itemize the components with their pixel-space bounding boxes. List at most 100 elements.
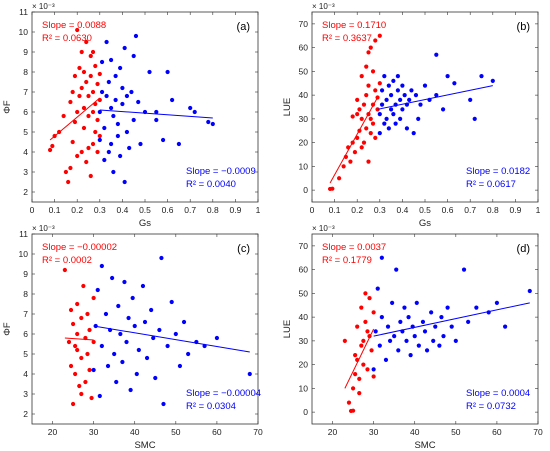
data-point xyxy=(170,97,175,103)
data-point xyxy=(474,305,479,310)
data-point xyxy=(97,71,102,77)
y-axis-exponent: × 10⁻³ xyxy=(312,224,335,233)
data-point xyxy=(337,176,342,181)
data-point xyxy=(86,145,91,151)
data-point xyxy=(357,391,362,396)
data-point xyxy=(177,363,183,369)
data-point xyxy=(400,83,405,88)
data-point xyxy=(359,305,364,310)
data-point xyxy=(406,315,411,320)
x-tick-label: 50 xyxy=(171,427,181,437)
data-point xyxy=(147,69,152,75)
x-tick-label: 0.7 xyxy=(184,205,196,215)
data-point xyxy=(382,121,387,126)
y-tick-label: 10 xyxy=(19,249,29,259)
y-axis-label: LUE xyxy=(282,98,293,116)
y-tick-label: 5 xyxy=(23,349,28,359)
data-point xyxy=(445,74,450,79)
data-point xyxy=(416,116,421,121)
data-point xyxy=(109,141,114,147)
data-point xyxy=(439,315,444,320)
data-point xyxy=(384,97,389,102)
data-point xyxy=(368,131,373,136)
data-point xyxy=(353,372,358,377)
data-point xyxy=(408,353,413,358)
data-point xyxy=(363,291,368,296)
y-tick-label: 7 xyxy=(23,87,28,97)
x-tick-label: 70 xyxy=(253,427,263,437)
data-point xyxy=(75,301,80,307)
data-point xyxy=(365,367,370,372)
y-tick-label: 9 xyxy=(23,269,28,279)
data-point xyxy=(402,305,407,310)
r2-annotation: R² = 0.0630 xyxy=(42,33,92,44)
data-point xyxy=(357,107,362,112)
data-point xyxy=(68,165,73,171)
x-tick-label: 0 xyxy=(30,205,35,215)
data-point xyxy=(154,109,159,115)
data-point xyxy=(418,102,423,107)
data-point xyxy=(377,112,382,117)
data-point xyxy=(72,119,78,125)
data-point xyxy=(70,401,76,407)
y-tick-label: 2 xyxy=(23,187,28,197)
data-point xyxy=(352,150,358,155)
data-point xyxy=(109,57,114,63)
data-point xyxy=(359,116,364,121)
panel-tag: (c) xyxy=(237,243,250,255)
regression-line xyxy=(99,109,213,119)
data-point xyxy=(122,179,127,185)
y-axis-exponent: × 10⁻³ xyxy=(32,2,55,11)
x-axis-label: SMC xyxy=(414,440,435,451)
x-tick-label: 0.8 xyxy=(207,205,219,215)
data-point xyxy=(379,255,384,260)
data-point xyxy=(395,88,400,93)
data-point xyxy=(159,255,164,261)
x-tick-label: 50 xyxy=(451,427,461,437)
data-point xyxy=(151,335,156,341)
data-point xyxy=(131,117,136,123)
data-point xyxy=(133,33,139,39)
data-point xyxy=(73,371,78,377)
data-point xyxy=(386,126,391,131)
data-point xyxy=(437,343,442,348)
data-point xyxy=(79,391,84,397)
y-tick-label: 50 xyxy=(299,66,309,76)
data-point xyxy=(122,279,127,285)
slope-annotation: Slope = 0.0004 xyxy=(466,388,530,399)
slope-annotation: Slope = 0.1710 xyxy=(322,20,386,31)
data-point xyxy=(86,113,91,119)
data-point xyxy=(95,287,100,293)
data-point xyxy=(173,331,178,337)
data-point xyxy=(84,39,89,45)
data-point xyxy=(110,275,115,281)
data-point xyxy=(373,329,378,334)
data-point xyxy=(434,52,439,57)
data-point xyxy=(124,93,130,99)
data-point xyxy=(79,49,84,55)
data-point xyxy=(114,379,119,385)
data-point xyxy=(188,105,193,111)
data-point xyxy=(407,97,412,102)
data-point xyxy=(411,131,416,136)
data-point xyxy=(361,102,367,107)
data-point xyxy=(368,116,373,121)
data-point xyxy=(377,131,382,136)
data-point xyxy=(350,386,356,391)
data-point xyxy=(77,383,82,389)
y-tick-label: 6 xyxy=(23,329,28,339)
data-point xyxy=(73,343,78,349)
data-point xyxy=(90,49,96,55)
data-point xyxy=(79,149,84,155)
x-tick-label: 0.6 xyxy=(162,205,174,215)
data-point xyxy=(115,133,120,139)
x-tick-label: 0.1 xyxy=(329,205,341,215)
y-tick-label: 7 xyxy=(23,309,28,319)
data-point xyxy=(66,179,71,185)
data-point xyxy=(361,362,366,367)
x-tick-label: 0.4 xyxy=(116,205,128,215)
data-point xyxy=(120,101,125,107)
data-point xyxy=(472,116,477,121)
data-point xyxy=(75,153,80,159)
